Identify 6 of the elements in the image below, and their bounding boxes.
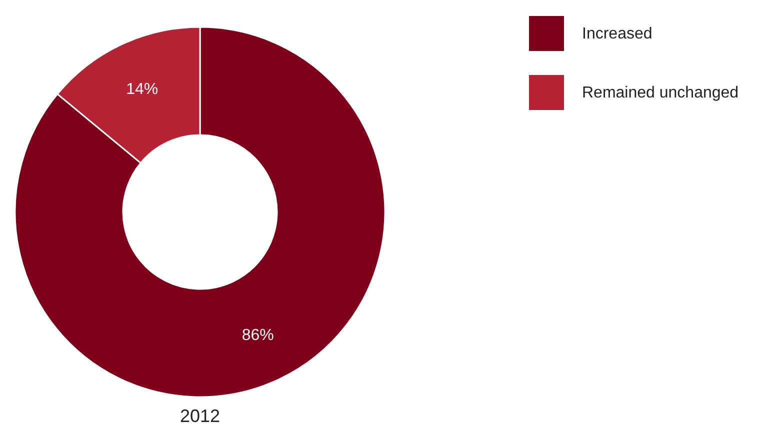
donut-slice — [14, 26, 386, 398]
data-label: 14% — [126, 80, 158, 98]
legend-label: Remained unchanged — [582, 84, 739, 102]
text: 2012 — [180, 406, 220, 426]
data-label: 86% — [242, 327, 274, 344]
legend-label: Increased — [582, 26, 652, 42]
